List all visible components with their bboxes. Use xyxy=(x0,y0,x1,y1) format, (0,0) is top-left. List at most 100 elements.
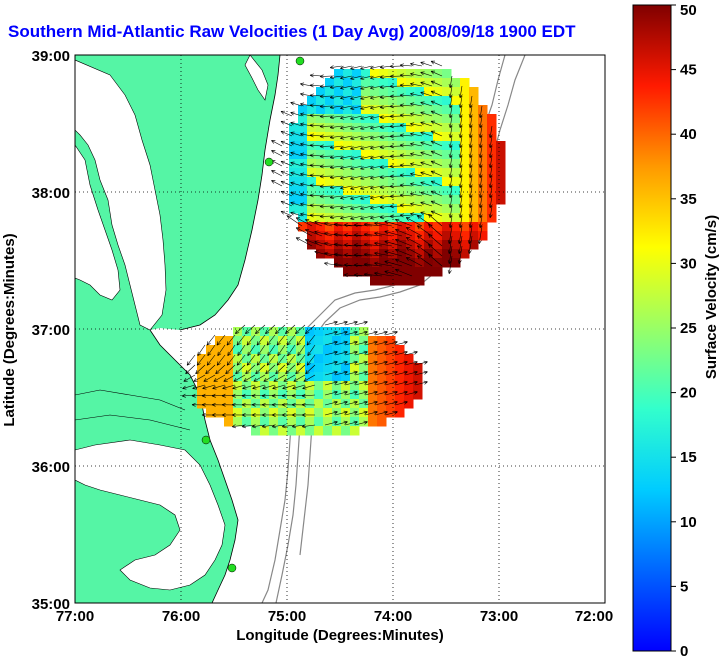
velocity-cell xyxy=(386,336,396,346)
velocity-cell xyxy=(388,240,398,250)
velocity-cell xyxy=(433,96,443,106)
radar-station xyxy=(264,157,274,167)
velocity-cell xyxy=(224,354,234,364)
velocity-cell xyxy=(260,363,270,373)
velocity-arrow xyxy=(420,141,433,147)
velocity-cell xyxy=(460,186,470,196)
velocity-arrow xyxy=(203,374,216,382)
x-tick-label: 73:00 xyxy=(480,608,518,625)
velocity-cell xyxy=(388,69,398,79)
velocity-arrow xyxy=(430,110,443,117)
velocity-cell xyxy=(379,213,389,223)
velocity-cell xyxy=(370,195,380,205)
velocity-arrow xyxy=(231,424,246,429)
velocity-cell xyxy=(307,105,317,115)
velocity-arrow xyxy=(374,390,388,396)
velocity-arrow xyxy=(394,340,408,346)
velocity-cell xyxy=(433,195,443,205)
velocity-cell xyxy=(343,69,353,79)
velocity-cell xyxy=(296,417,306,427)
velocity-arrow xyxy=(410,202,423,207)
velocity-cell xyxy=(242,372,252,382)
velocity-arrow xyxy=(241,393,256,398)
velocity-arrow xyxy=(261,424,276,429)
velocity-arrow xyxy=(457,245,463,264)
velocity-cell xyxy=(460,249,470,259)
velocity-arrow xyxy=(399,103,413,108)
velocity-arrow xyxy=(309,183,323,188)
velocity-cell xyxy=(451,87,461,97)
velocity-arrow xyxy=(370,85,383,90)
velocity-arrow xyxy=(360,145,373,150)
velocity-cell xyxy=(368,354,378,364)
velocity-arrow xyxy=(399,93,413,98)
grid-lines xyxy=(75,55,605,603)
velocity-arrow xyxy=(324,261,343,267)
velocity-cell xyxy=(307,168,317,178)
velocity-cell xyxy=(251,372,261,382)
velocity-cell xyxy=(296,345,306,355)
velocity-arrow xyxy=(363,272,383,277)
velocity-cell xyxy=(406,249,416,259)
velocity-arrow xyxy=(458,135,463,149)
velocity-cell xyxy=(478,195,488,205)
velocity-arrow xyxy=(305,364,316,375)
velocity-arrow xyxy=(246,354,256,366)
velocity-cell xyxy=(269,381,279,391)
velocity-arrow xyxy=(374,410,388,416)
velocity-cell xyxy=(415,249,425,259)
velocity-arrow xyxy=(420,171,433,177)
velocity-cell xyxy=(460,204,470,214)
velocity-arrow xyxy=(458,165,463,179)
velocity-arrow xyxy=(410,122,423,127)
velocity-arrow xyxy=(416,255,433,267)
velocity-cell xyxy=(379,258,389,268)
velocity-arrow xyxy=(213,374,226,382)
velocity-arrow xyxy=(384,270,403,277)
velocity-cell xyxy=(370,96,380,106)
velocity-cell xyxy=(334,204,344,214)
velocity-arrow xyxy=(354,410,368,416)
velocity-cell xyxy=(296,426,306,436)
velocity-arrow xyxy=(389,194,403,199)
velocity-arrow xyxy=(319,174,333,179)
velocity-arrow xyxy=(420,111,433,117)
velocity-arrow xyxy=(410,102,423,107)
velocity-arrow xyxy=(271,140,283,147)
velocity-cell xyxy=(334,114,344,124)
velocity-arrow xyxy=(276,334,286,346)
velocity-arrow xyxy=(374,251,393,257)
velocity-cell xyxy=(242,354,252,364)
velocity-arrow xyxy=(324,370,338,376)
velocity-arrow xyxy=(420,71,433,77)
velocity-arrow xyxy=(370,145,383,150)
velocity-cell xyxy=(323,408,333,418)
velocity-cell xyxy=(442,96,452,106)
velocity-arrow xyxy=(458,215,463,229)
velocity-arrow xyxy=(410,192,423,197)
velocity-cell xyxy=(404,363,414,373)
velocity-cell xyxy=(298,204,308,214)
velocity-arrow xyxy=(324,360,338,366)
velocity-cell xyxy=(415,105,425,115)
velocity-cell xyxy=(451,240,461,250)
velocity-arrow xyxy=(374,330,388,336)
velocity-arrow xyxy=(300,182,313,187)
velocity-cell xyxy=(442,258,452,268)
velocity-arrow xyxy=(414,380,428,386)
velocity-arrow xyxy=(275,324,286,334)
velocity-arrow xyxy=(468,165,473,179)
velocity-arrow xyxy=(370,175,383,180)
velocity-cell xyxy=(397,168,407,178)
velocity-arrow xyxy=(265,324,276,334)
velocity-cell xyxy=(442,204,452,214)
velocity-cell xyxy=(451,150,461,160)
velocity-cell xyxy=(332,381,342,391)
velocity-arrow xyxy=(324,400,338,406)
velocity-arrow xyxy=(309,83,323,88)
velocity-arrow xyxy=(353,233,373,238)
velocity-cell xyxy=(307,204,317,214)
velocity-arrow xyxy=(360,105,373,110)
velocity-arrow xyxy=(360,185,373,190)
x-tick-label: 75:00 xyxy=(268,608,306,625)
